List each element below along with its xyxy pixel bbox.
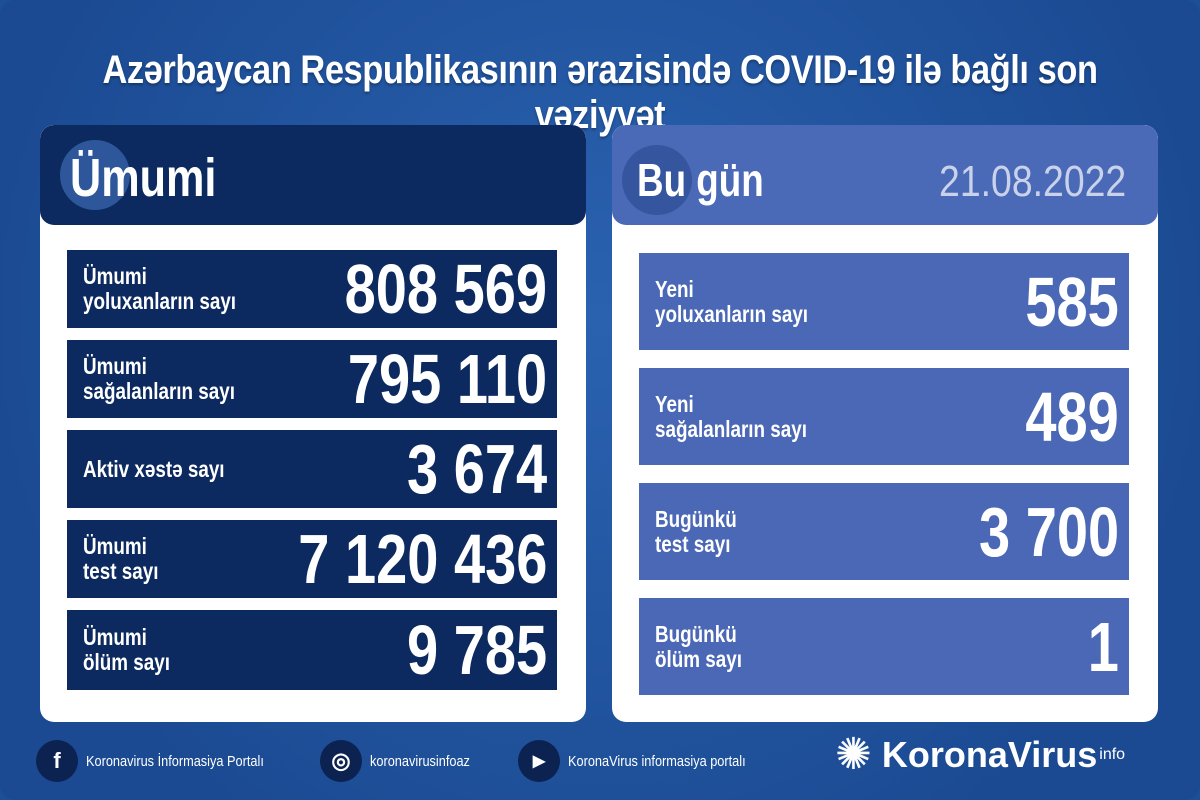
virus-icon (622, 145, 692, 215)
row-value: 808 569 (344, 250, 547, 328)
total-row-active: Aktiv xəstə sayı 3 674 (67, 430, 557, 508)
today-heading: Bu gün (637, 154, 764, 206)
total-heading: Ümumi (70, 148, 217, 208)
total-panel: Ümumi Ümumi yoluxanların sayı 808 569 Ümu… (40, 125, 586, 722)
page-title: Azərbaycan Respublikasının ərazisində CO… (0, 48, 1200, 138)
today-row-deaths: Bugünkü ölüm sayı 1 (639, 598, 1129, 695)
row-value: 7 120 436 (297, 520, 547, 598)
facebook-icon: f (36, 740, 78, 782)
date: 21.08.2022 (938, 157, 1126, 206)
today-header: Bu gün 21.08.2022 (612, 125, 1158, 225)
total-header: Ümumi (40, 125, 586, 225)
total-row-deaths: Ümumi ölüm sayı 9 785 (67, 610, 557, 690)
virus-icon (60, 140, 130, 210)
row-label: Bugünkü ölüm sayı (655, 620, 743, 672)
today-row-tests: Bugünkü test sayı 3 700 (639, 483, 1129, 580)
youtube-link[interactable]: ▶ KoronaVirus informasiya portalı (518, 738, 777, 784)
instagram-link[interactable]: ◎ koronavirusinfoaz (320, 738, 488, 784)
row-label: Ümumi yoluxanların sayı (83, 263, 237, 314)
logo-sup: info (1099, 746, 1126, 763)
today-row-recovered: Yeni sağalanların sayı 489 (639, 368, 1129, 465)
today-panel: Bu gün 21.08.2022 Yeni yoluxanların sayı… (612, 125, 1158, 722)
row-value: 1 (1087, 607, 1119, 686)
row-label: Aktiv xəstə sayı (83, 455, 225, 482)
link-text: Koronavirus İnformasiya Portalı (86, 752, 264, 770)
logo-name: KoronaVirus (881, 734, 1098, 775)
today-row-infected: Yeni yoluxanların sayı 585 (639, 253, 1129, 350)
row-label: Yeni sağalanların sayı (655, 390, 808, 442)
youtube-icon: ▶ (518, 740, 560, 782)
title-text: Azərbaycan Respublikasının ərazisində CO… (102, 48, 1098, 137)
link-text: koronavirusinfoaz (370, 752, 470, 770)
row-label: Ümumi test sayı (83, 533, 159, 584)
row-label: Yeni yoluxanların sayı (655, 275, 809, 327)
row-value: 3 674 (406, 430, 547, 508)
row-label: Ümumi ölüm sayı (83, 624, 171, 675)
link-text: KoronaVirus informasiya portalı (568, 752, 746, 770)
row-value: 3 700 (978, 492, 1119, 571)
total-row-tests: Ümumi test sayı 7 120 436 (67, 520, 557, 598)
sun-icon: ✺ (835, 730, 872, 779)
row-label: Ümumi sağalanların sayı (83, 353, 236, 404)
koronavirus-logo: ✺ KoronaVirus info (835, 733, 1125, 777)
facebook-link[interactable]: f Koronavirus İnformasiya Portalı (36, 738, 295, 784)
row-value: 585 (1025, 262, 1119, 341)
total-row-recovered: Ümumi sağalanların sayı 795 110 (67, 340, 557, 418)
total-row-infected: Ümumi yoluxanların sayı 808 569 (67, 250, 557, 328)
row-label: Bugünkü test sayı (655, 505, 737, 557)
instagram-icon: ◎ (320, 740, 362, 782)
row-value: 489 (1025, 377, 1119, 456)
row-value: 795 110 (347, 340, 547, 418)
row-value: 9 785 (406, 611, 547, 689)
